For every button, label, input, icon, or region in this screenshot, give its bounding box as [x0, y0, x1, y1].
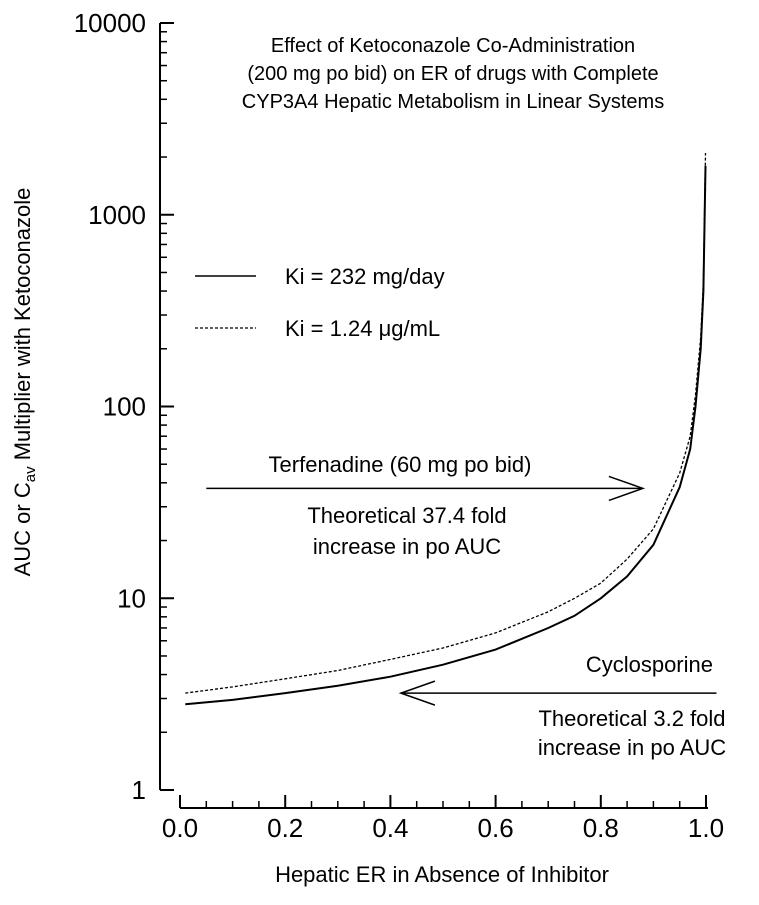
series-line-ki-1-24-ug-ml	[185, 152, 707, 694]
chart-title-line-3: CYP3A4 Hepatic Metabolism in Linear Syst…	[242, 91, 664, 113]
arrow-cyclosporine	[398, 680, 717, 706]
annotation-cyclosporine-label: Cyclosporine	[586, 652, 713, 677]
annotation-terfenadine-line-1: Theoretical 37.4 fold	[307, 503, 506, 528]
y-tick-label: 1000	[88, 200, 146, 230]
x-tick-label: 0.6	[478, 813, 514, 843]
y-ticks: 1 10 100 1000 10000	[74, 8, 174, 805]
y-axis-label-prefix: AUC or C	[10, 482, 35, 576]
chart-title-line-2: (200 mg po bid) on ER of drugs with Comp…	[247, 63, 658, 85]
x-tick-label: 1.0	[688, 813, 724, 843]
x-ticks: 0.0 0.2 0.4 0.6 0.8 1.0	[162, 795, 724, 843]
y-tick-label: 10	[117, 583, 146, 613]
annotation-cyclosporine-line-2: increase in po AUC	[538, 735, 726, 760]
annotation-cyclosporine-line-1: Theoretical 3.2 fold	[538, 706, 725, 731]
y-tick-label: 100	[103, 392, 146, 422]
x-tick-label: 0.0	[162, 813, 198, 843]
chart-title-line-1: Effect of Ketoconazole Co-Administration	[271, 35, 635, 57]
legend-label-2: Ki = 1.24 μg/mL	[285, 316, 440, 341]
y-tick-label: 1	[132, 775, 146, 805]
x-tick-label: 0.4	[372, 813, 408, 843]
y-axis-label: AUC or Cav Multiplier with Ketoconazole	[10, 188, 39, 577]
legend-label-1: Ki = 232 mg/day	[285, 264, 445, 289]
x-axis-label: Hepatic ER in Absence of Inhibitor	[275, 862, 609, 887]
y-tick-label: 10000	[74, 8, 146, 38]
annotation-terfenadine-label: Terfenadine (60 mg po bid)	[269, 452, 532, 477]
series-line-ki-232-mg-day	[185, 165, 707, 706]
x-tick-label: 0.2	[267, 813, 303, 843]
y-axis-label-suffix: Multiplier with Ketoconazole	[10, 188, 35, 467]
arrow-terfenadine	[206, 475, 646, 502]
legend: Ki = 232 mg/day Ki = 1.24 μg/mL	[195, 264, 445, 341]
x-tick-label: 0.8	[583, 813, 619, 843]
y-axis-label-subscript: av	[22, 466, 39, 482]
annotation-terfenadine-line-2: increase in po AUC	[313, 534, 501, 559]
